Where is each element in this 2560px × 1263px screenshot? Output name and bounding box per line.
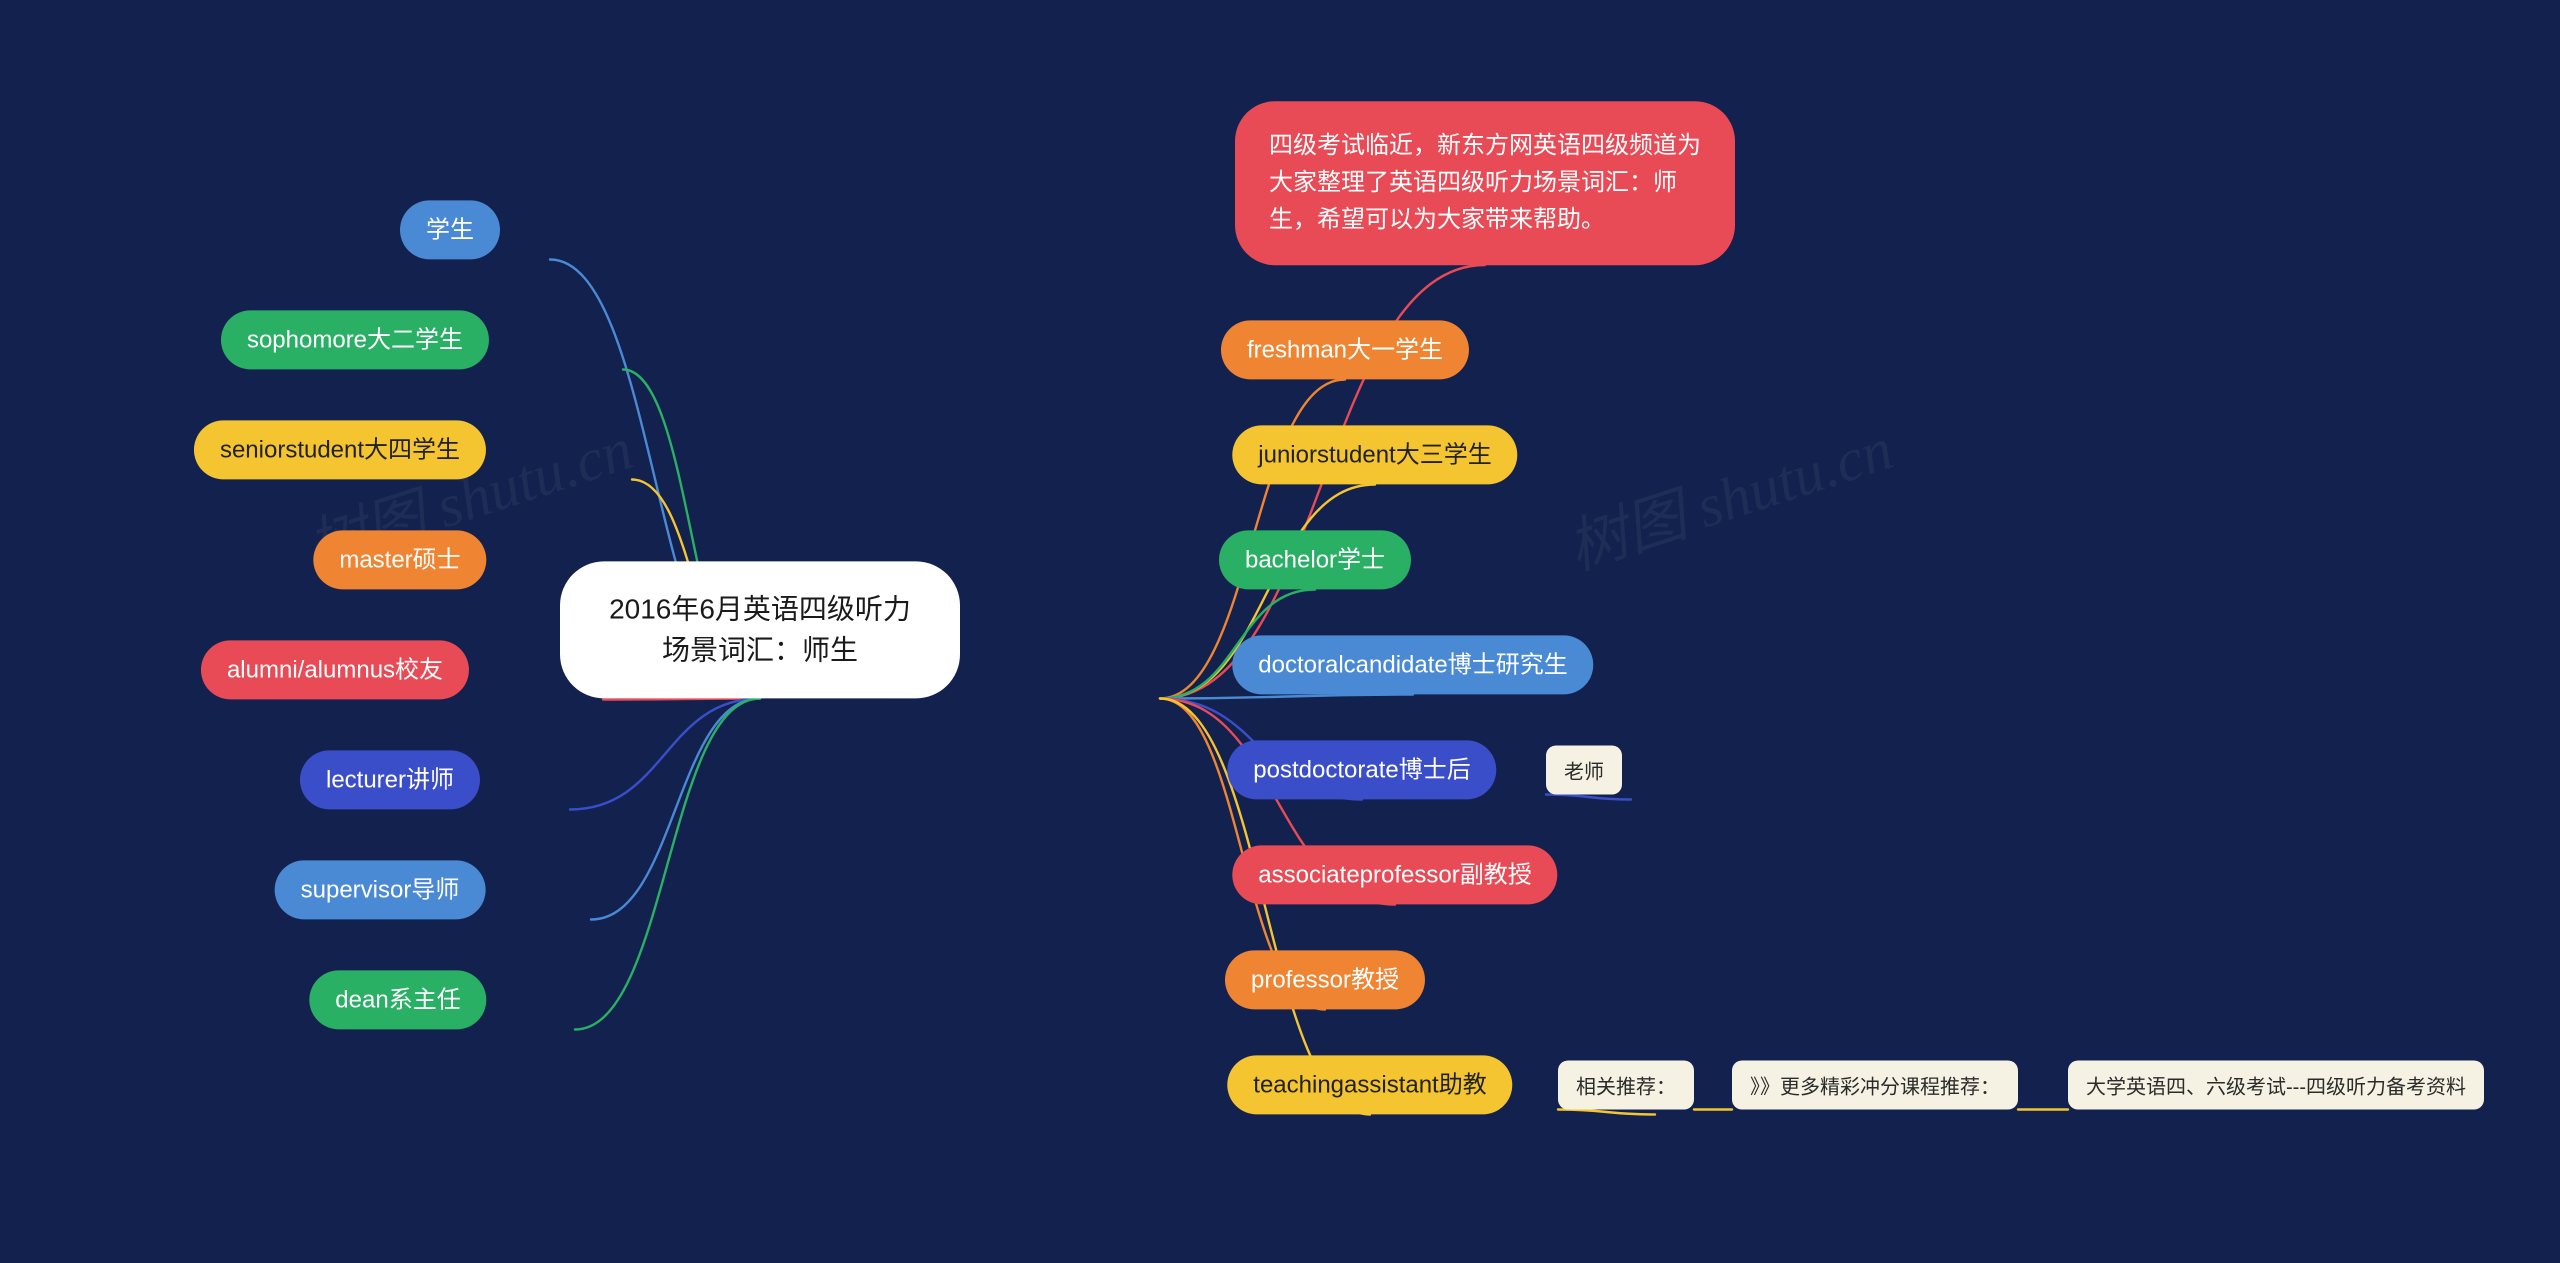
branch-node-ta[interactable]: teachingassistant助教 xyxy=(1227,1055,1512,1114)
branch-node-doctoral[interactable]: doctoralcandidate博士研究生 xyxy=(1232,635,1593,694)
branch-node-postdoc[interactable]: postdoctorate博士后 xyxy=(1227,740,1496,799)
branch-node-alumni[interactable]: alumni/alumnus校友 xyxy=(201,640,469,699)
branch-node-intro[interactable]: 四级考试临近，新东方网英语四级频道为大家整理了英语四级听力场景词汇：师生，希望可… xyxy=(1235,101,1735,265)
mindmap-canvas: 树图 shutu.cn树图 shutu.cn2016年6月英语四级听力场景词汇：… xyxy=(0,0,2560,1263)
leaf-node-rec3[interactable]: 大学英语四、六级考试---四级听力备考资料 xyxy=(2068,1061,2484,1110)
branch-node-student[interactable]: 学生 xyxy=(400,200,500,259)
branch-node-freshman[interactable]: freshman大一学生 xyxy=(1221,320,1469,379)
branch-node-master[interactable]: master硕士 xyxy=(313,530,486,589)
branch-node-supervisor[interactable]: supervisor导师 xyxy=(275,860,486,919)
watermark: 树图 shutu.cn xyxy=(1555,400,1902,587)
branch-node-assoc[interactable]: associateprofessor副教授 xyxy=(1232,845,1557,904)
branch-node-lecturer[interactable]: lecturer讲师 xyxy=(300,750,480,809)
branch-node-dean[interactable]: dean系主任 xyxy=(309,970,486,1029)
branch-node-sophomore[interactable]: sophomore大二学生 xyxy=(221,310,489,369)
branch-node-junior[interactable]: juniorstudent大三学生 xyxy=(1232,425,1517,484)
leaf-node-rec2[interactable]: 》》更多精彩冲分课程推荐： xyxy=(1732,1061,2018,1110)
branch-node-bachelor[interactable]: bachelor学士 xyxy=(1219,530,1411,589)
branch-node-senior[interactable]: seniorstudent大四学生 xyxy=(194,420,486,479)
center-node[interactable]: 2016年6月英语四级听力场景词汇：师生 xyxy=(560,561,960,698)
branch-node-professor[interactable]: professor教授 xyxy=(1225,950,1425,1009)
leaf-node-rec1[interactable]: 相关推荐： xyxy=(1558,1061,1694,1110)
leaf-node-teacher[interactable]: 老师 xyxy=(1546,746,1622,795)
